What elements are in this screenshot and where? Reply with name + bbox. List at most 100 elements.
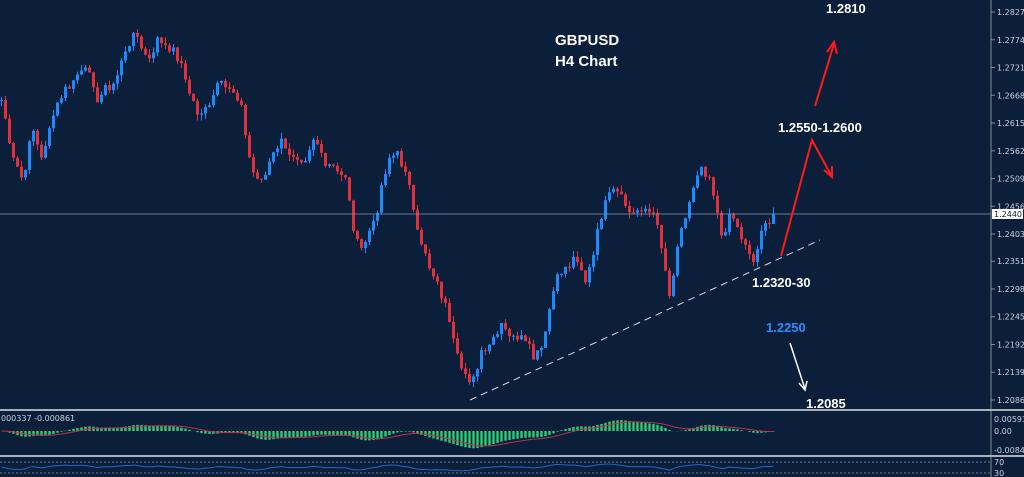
candle <box>292 149 295 162</box>
price-tick-label: 1.23510 <box>997 257 1024 266</box>
candle <box>408 170 411 190</box>
candle <box>668 267 671 299</box>
candle <box>460 351 463 371</box>
candle <box>324 152 327 168</box>
candle <box>180 56 183 68</box>
candle <box>196 98 199 121</box>
candle <box>184 60 187 83</box>
candle <box>396 150 399 159</box>
candle <box>340 168 343 182</box>
candle <box>260 178 263 183</box>
label-support: 1.2250 <box>766 320 806 335</box>
price-tick-label: 1.21390 <box>997 368 1024 377</box>
candle <box>300 159 303 165</box>
candle <box>696 171 699 189</box>
candle <box>76 71 79 84</box>
candle <box>372 215 375 235</box>
candle <box>588 263 591 288</box>
candle <box>740 222 743 244</box>
candle <box>672 273 675 298</box>
candle <box>440 281 443 304</box>
candle <box>412 184 415 213</box>
candle <box>524 334 527 342</box>
candle <box>28 140 31 174</box>
candle <box>312 137 315 157</box>
current-price-badge <box>992 209 1023 219</box>
candle <box>680 226 683 248</box>
price-tick-label: 1.22980 <box>997 285 1024 294</box>
candle <box>152 47 155 63</box>
candle <box>348 177 351 202</box>
candle <box>92 71 95 92</box>
candle <box>188 75 191 97</box>
macd-signal-line <box>1 421 774 447</box>
candle <box>496 330 499 339</box>
candle <box>36 128 39 151</box>
candle <box>172 43 175 55</box>
candle <box>136 29 139 43</box>
candle <box>596 222 599 261</box>
candle <box>380 182 383 215</box>
candle <box>100 91 103 105</box>
candle <box>608 187 611 203</box>
candle <box>756 245 759 267</box>
candle <box>652 207 655 218</box>
candle <box>712 176 715 200</box>
macd-tick: -0.008476 <box>994 446 1024 455</box>
candle <box>768 218 771 229</box>
candle <box>636 208 639 217</box>
price-tick-label: 1.22450 <box>997 313 1024 322</box>
candle <box>160 36 163 48</box>
candle <box>368 227 371 246</box>
candle <box>572 250 575 270</box>
label-target-low: 1.2085 <box>806 396 846 411</box>
candle <box>240 97 243 107</box>
candle <box>684 217 687 230</box>
candle <box>392 152 395 164</box>
candle <box>452 315 455 344</box>
chart-title-symbol: GBPUSD <box>555 32 619 49</box>
candle <box>444 295 447 308</box>
chart-title-timeframe: H4 Chart <box>555 53 618 70</box>
macd-tick: 0.005937 <box>994 415 1024 424</box>
candle <box>388 153 391 177</box>
candle <box>400 148 403 168</box>
candle <box>436 273 439 286</box>
candle <box>544 331 547 349</box>
candle <box>468 368 471 385</box>
price-axis-ticks: 1.28270 1.27740 1.27210 1.26680 1.26150 1.256… <box>991 8 1024 405</box>
price-tick-label: 1.27210 <box>997 64 1024 73</box>
candle <box>164 37 167 50</box>
candle <box>716 190 719 219</box>
candle <box>84 64 87 72</box>
candle <box>520 329 523 340</box>
candle <box>256 169 259 180</box>
candle <box>424 244 427 257</box>
candle <box>32 129 35 146</box>
candle <box>448 298 451 323</box>
price-tick-label: 1.27740 <box>997 36 1024 45</box>
price-tick-label: 1.25620 <box>997 147 1024 156</box>
candle <box>20 160 23 181</box>
candle <box>744 238 747 250</box>
candle <box>264 171 267 180</box>
candle <box>656 208 659 229</box>
pane-divider <box>0 409 1024 411</box>
candle <box>620 185 623 195</box>
candle <box>364 239 367 254</box>
candle <box>564 266 567 278</box>
candle <box>124 46 127 64</box>
candle <box>556 272 559 294</box>
rsi-line <box>1 463 774 472</box>
candle <box>640 206 643 217</box>
candle <box>296 153 299 166</box>
candle <box>692 185 695 203</box>
candle <box>244 103 247 139</box>
candle <box>96 81 99 103</box>
support-trendline <box>469 239 821 401</box>
candle <box>40 140 43 161</box>
pane-divider <box>0 455 1024 457</box>
candle <box>108 80 111 94</box>
candle <box>320 139 323 158</box>
